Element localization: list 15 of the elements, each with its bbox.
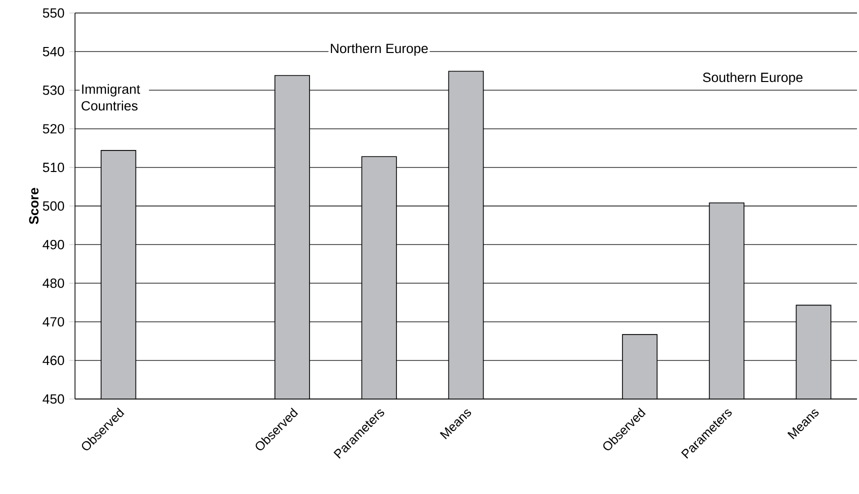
y-tick-label: 490 bbox=[42, 240, 64, 250]
y-tick-label: 480 bbox=[42, 278, 64, 288]
y-tick-label: 450 bbox=[42, 394, 64, 404]
y-tick-label: 470 bbox=[42, 317, 64, 327]
y-tick-label: 550 bbox=[42, 8, 64, 18]
y-axis-title: Score bbox=[29, 188, 39, 224]
y-tick-label: 530 bbox=[42, 85, 64, 95]
y-tick-label: 540 bbox=[42, 46, 64, 56]
y-tick-label: 460 bbox=[42, 356, 64, 366]
y-tick-label: 520 bbox=[42, 124, 64, 134]
annotation: Southern Europe bbox=[702, 72, 803, 85]
annotation: Northern Europe bbox=[330, 43, 428, 56]
annotation: Immigrant Countries bbox=[82, 84, 140, 111]
y-tick-label: 500 bbox=[42, 201, 64, 211]
y-tick-label: 510 bbox=[42, 162, 64, 172]
